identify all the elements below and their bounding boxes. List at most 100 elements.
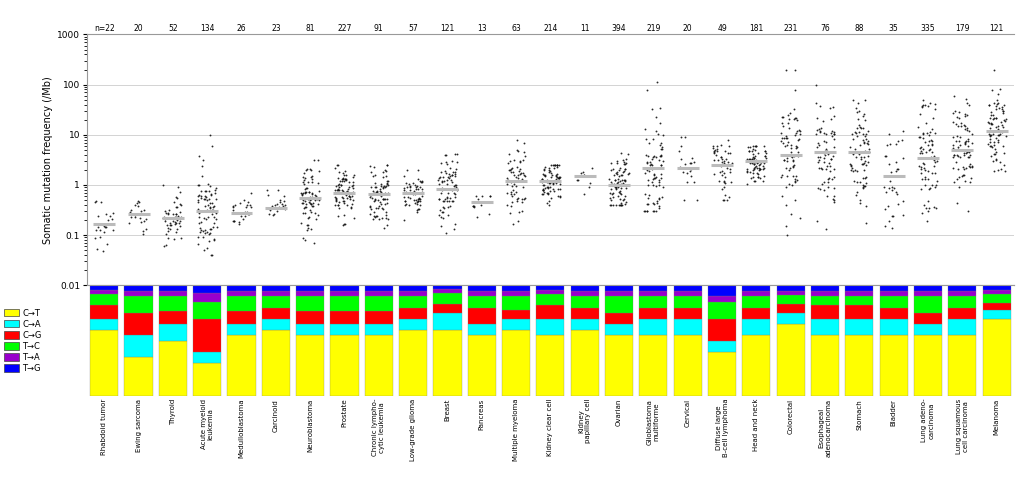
- Point: [408, 199, 424, 207]
- Point: [860, 137, 877, 145]
- Point: [434, 203, 451, 211]
- Point: [274, 202, 291, 210]
- Point: [331, 181, 347, 188]
- Point: [197, 226, 213, 234]
- Point: [713, 154, 729, 161]
- Point: [677, 160, 693, 168]
- Point: [613, 176, 630, 184]
- Point: [855, 181, 871, 189]
- Point: [197, 214, 213, 221]
- Bar: [845, 305, 873, 319]
- Point: [343, 182, 359, 190]
- Point: [989, 90, 1006, 98]
- Point: [431, 195, 447, 203]
- Point: [855, 159, 871, 167]
- Point: [577, 171, 593, 179]
- Point: [303, 200, 319, 208]
- Point: [920, 141, 936, 149]
- Point: [946, 151, 963, 158]
- Bar: [159, 324, 187, 340]
- Point: [512, 157, 528, 165]
- Point: [849, 178, 865, 185]
- Point: [819, 183, 836, 190]
- Point: [470, 195, 486, 203]
- Point: [880, 202, 896, 210]
- Point: [379, 161, 395, 169]
- Point: [208, 209, 224, 217]
- Point: [130, 203, 146, 211]
- Point: [775, 156, 792, 164]
- Point: [851, 121, 867, 129]
- Bar: [742, 285, 770, 291]
- Point: [612, 190, 629, 198]
- Point: [206, 235, 222, 243]
- Point: [860, 152, 877, 159]
- Point: [514, 198, 530, 206]
- Point: [616, 192, 633, 200]
- Point: [509, 136, 525, 144]
- Point: [616, 165, 633, 173]
- Bar: [913, 285, 942, 291]
- Bar: [845, 291, 873, 296]
- Bar: [913, 291, 942, 296]
- Bar: [776, 295, 805, 304]
- Point: [749, 159, 765, 167]
- Point: [505, 168, 521, 176]
- Point: [303, 200, 319, 208]
- Point: [889, 165, 905, 173]
- Bar: [296, 324, 325, 335]
- Point: [444, 168, 461, 176]
- Point: [617, 184, 634, 192]
- Point: [310, 156, 327, 164]
- Point: [512, 165, 528, 173]
- Point: [166, 198, 182, 206]
- Point: [189, 192, 206, 200]
- Point: [225, 202, 242, 210]
- Point: [508, 173, 524, 181]
- Point: [542, 187, 558, 195]
- Point: [611, 188, 628, 196]
- Point: [122, 208, 138, 215]
- Point: [133, 207, 150, 215]
- Point: [707, 149, 723, 157]
- Point: [345, 173, 361, 181]
- Point: [328, 194, 344, 202]
- Point: [818, 192, 835, 200]
- Point: [499, 180, 515, 188]
- Point: [811, 185, 827, 193]
- Bar: [331, 311, 358, 324]
- Bar: [90, 285, 119, 290]
- Point: [434, 184, 451, 192]
- Point: [375, 184, 391, 192]
- Point: [307, 192, 324, 200]
- Bar: [570, 285, 599, 291]
- Point: [369, 212, 385, 219]
- Point: [189, 241, 206, 248]
- Point: [639, 158, 655, 166]
- Point: [167, 220, 183, 228]
- Bar: [399, 319, 427, 330]
- Point: [208, 184, 224, 192]
- Point: [336, 177, 352, 185]
- Point: [780, 119, 797, 127]
- Point: [857, 157, 873, 165]
- Point: [787, 129, 804, 137]
- Point: [813, 123, 829, 131]
- Point: [756, 164, 772, 172]
- Point: [295, 199, 311, 207]
- Point: [980, 118, 996, 125]
- Bar: [159, 296, 187, 311]
- Point: [748, 142, 764, 150]
- Point: [334, 174, 350, 182]
- Point: [438, 194, 455, 202]
- Point: [88, 197, 104, 205]
- Bar: [194, 285, 221, 293]
- Point: [234, 215, 251, 223]
- Point: [786, 65, 803, 73]
- Bar: [845, 296, 873, 305]
- Point: [375, 195, 391, 203]
- Point: [847, 146, 863, 154]
- Point: [330, 201, 346, 209]
- Bar: [639, 285, 668, 291]
- Point: [545, 179, 561, 186]
